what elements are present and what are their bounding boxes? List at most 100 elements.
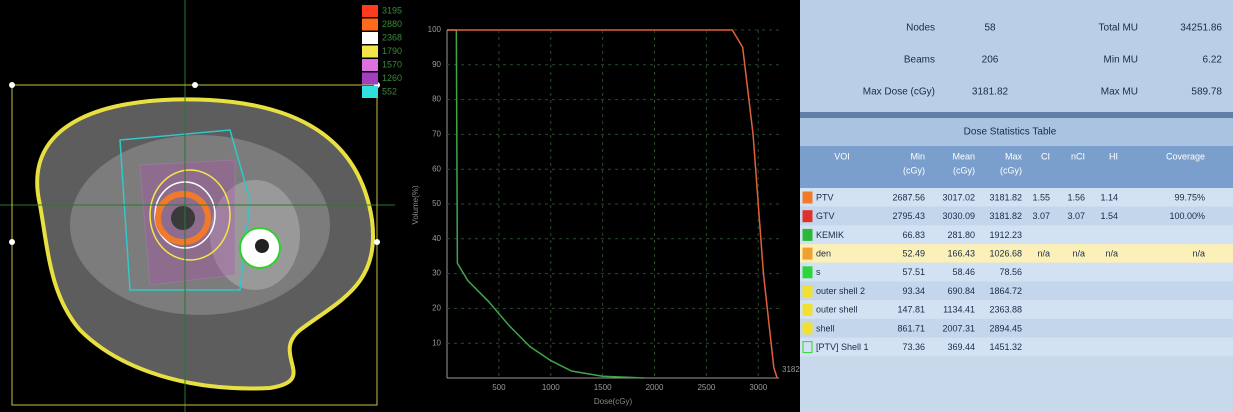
table-row	[800, 318, 1233, 338]
table-cell: 2687.56	[892, 192, 925, 202]
summary-value: 6.22	[1203, 55, 1223, 66]
table-row	[800, 244, 1233, 263]
y-tick-label: 30	[432, 269, 441, 278]
isodose-swatch	[362, 45, 378, 58]
y-tick-label: 70	[432, 130, 441, 139]
dvh-curve	[447, 29, 645, 379]
voi-swatch	[802, 266, 813, 279]
x-tick-label: 3000	[749, 383, 767, 392]
table-cell: 1.14	[1100, 192, 1118, 202]
table-cell: n/a	[1192, 248, 1205, 258]
table-cell: 1134.41	[943, 305, 975, 315]
table-cell: 1864.72	[989, 286, 1022, 296]
table-cell: 99.75%	[1174, 192, 1205, 202]
summary-label: Max MU	[1101, 87, 1138, 98]
y-tick-label: 90	[432, 60, 441, 69]
column-header: HI	[1109, 151, 1118, 161]
isodose-swatch	[362, 86, 378, 98]
table-cell: 861.71	[897, 323, 925, 333]
y-tick-label: 40	[432, 234, 441, 243]
end-label: 3182	[782, 365, 800, 374]
table-cell: 369.44	[947, 342, 975, 352]
table-header-bar	[800, 146, 1233, 188]
table-cell: 100.00%	[1169, 211, 1205, 221]
table-row	[800, 281, 1233, 301]
table-row	[800, 262, 1233, 282]
voi-swatch	[802, 191, 813, 204]
voi-name: outer shell	[816, 305, 858, 315]
handle	[374, 239, 380, 245]
table-cell: 3030.09	[942, 211, 975, 221]
table-cell: 3017.02	[942, 192, 975, 202]
isodose-swatch	[362, 32, 378, 44]
summary-label: Beams	[904, 55, 935, 66]
handle	[9, 82, 15, 88]
contour	[149, 169, 231, 261]
summary-bg	[800, 0, 1233, 112]
column-header: nCI	[1071, 151, 1085, 161]
table-cell: 2363.88	[989, 305, 1022, 315]
table-cell: 93.34	[902, 286, 925, 296]
x-axis-label: Dose(cGy)	[594, 397, 633, 406]
isodose-swatch	[362, 72, 378, 85]
voi-name: GTV	[816, 211, 835, 221]
structure	[255, 239, 269, 253]
summary-value: 3181.82	[972, 87, 1009, 98]
column-header: VOI	[834, 151, 850, 161]
isodose-label: 552	[382, 86, 397, 96]
isodose-swatch	[362, 18, 378, 31]
summary-label: Min MU	[1104, 55, 1138, 66]
column-header: Min	[910, 151, 925, 161]
table-cell: 52.49	[902, 248, 925, 258]
table-cell: 2795.43	[892, 211, 925, 221]
table-cell: 1451.32	[989, 342, 1022, 352]
isodose-label: 2880	[382, 19, 402, 29]
column-header: CI	[1041, 151, 1050, 161]
isodose-label: 1260	[382, 73, 402, 83]
table-cell: 2894.45	[989, 323, 1022, 333]
y-tick-label: 80	[432, 95, 441, 104]
x-tick-label: 2500	[697, 383, 715, 392]
voi-swatch	[802, 285, 813, 297]
table-row	[800, 188, 1233, 207]
y-tick-label: 60	[432, 164, 441, 173]
table-row	[800, 337, 1233, 357]
table-cell: 3181.82	[989, 211, 1022, 221]
y-tick-label: 10	[432, 338, 441, 347]
summary-value: 206	[982, 55, 999, 66]
voi-swatch	[802, 303, 813, 316]
column-header: Coverage	[1166, 151, 1205, 161]
isodose-label: 2368	[382, 32, 402, 42]
table-cell: n/a	[1037, 248, 1050, 258]
table-cell: 1.55	[1032, 192, 1050, 202]
isodose-label: 3195	[382, 5, 402, 15]
table-cell: 3.07	[1067, 211, 1085, 221]
x-tick-label: 1500	[594, 383, 612, 392]
ct-view	[0, 0, 395, 412]
summary-label: Max Dose (cGy)	[863, 87, 935, 98]
voi-name: s	[816, 267, 821, 277]
voi-name: KEMIK	[816, 230, 844, 240]
gtv-core	[171, 206, 195, 230]
isodose-label: 1570	[382, 59, 402, 69]
table-cell: 147.81	[897, 305, 925, 315]
voi-name: outer shell 2	[816, 286, 865, 296]
summary-label: Nodes	[906, 23, 935, 34]
table-cell: 2007.31	[942, 323, 975, 333]
voi-name: [PTV] Shell 1	[816, 342, 869, 352]
table-cell: 1912.23	[989, 230, 1022, 240]
voi-name: PTV	[816, 192, 834, 202]
table-cell: 66.83	[902, 230, 925, 240]
divider	[800, 112, 1233, 118]
dvh-curve	[447, 29, 778, 379]
table-cell: 3.07	[1032, 211, 1050, 221]
table-cell: 3181.82	[989, 192, 1022, 202]
column-header: (cGy)	[903, 165, 925, 175]
voi-name: shell	[816, 323, 835, 333]
table-cell: 690.84	[947, 286, 975, 296]
column-header: Max	[1005, 151, 1023, 161]
voi-swatch	[802, 247, 813, 260]
column-header: (cGy)	[1000, 165, 1022, 175]
